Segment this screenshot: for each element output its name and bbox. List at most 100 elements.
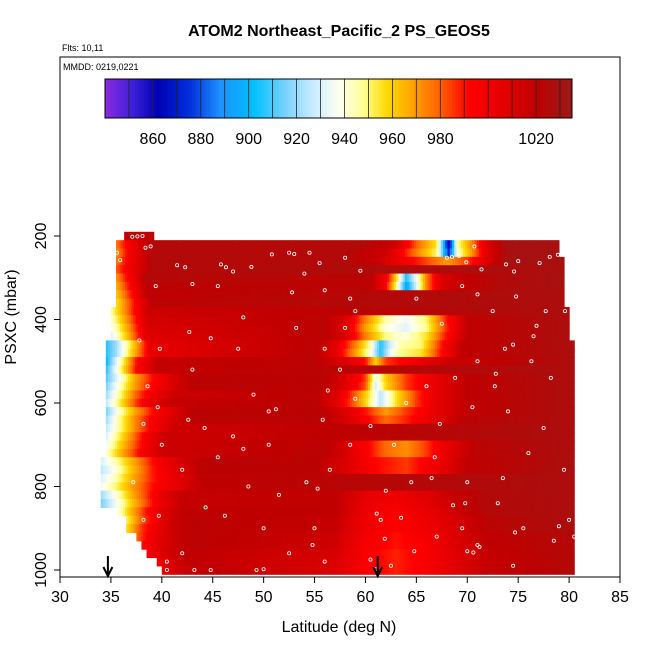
heatmap-cell <box>314 407 317 417</box>
heatmap-cell <box>343 323 347 333</box>
heatmap-cell <box>130 398 134 408</box>
heatmap-cell <box>468 415 472 425</box>
heatmap-cell <box>164 382 167 392</box>
heatmap-cell <box>110 432 114 442</box>
heatmap-cell <box>229 423 232 433</box>
heatmap-cell <box>206 373 210 383</box>
heatmap-cell <box>514 256 518 266</box>
heatmap-cell <box>198 273 202 283</box>
heatmap-cell <box>301 256 305 266</box>
heatmap-cell <box>490 273 493 283</box>
heatmap-cell <box>397 306 401 316</box>
heatmap-cell <box>204 390 208 400</box>
heatmap-cell <box>201 240 204 250</box>
heatmap-cell <box>424 315 428 325</box>
heatmap-cell <box>171 306 175 316</box>
heatmap-cell <box>220 423 223 433</box>
heatmap-cell <box>294 315 298 325</box>
heatmap-cell <box>287 323 291 333</box>
heatmap-cell <box>249 398 253 408</box>
heatmap-cell <box>245 281 249 291</box>
heatmap-cell <box>313 248 316 258</box>
heatmap-cell <box>184 348 188 358</box>
heatmap-cell <box>300 373 304 383</box>
heatmap-cell <box>423 340 427 350</box>
heatmap-cell <box>426 315 430 325</box>
heatmap-cell <box>146 407 149 417</box>
heatmap-cell <box>318 382 322 392</box>
heatmap-cell <box>513 348 517 358</box>
heatmap-cell <box>430 340 434 350</box>
heatmap-cell <box>347 373 351 383</box>
heatmap-cell <box>334 415 338 425</box>
heatmap-cell <box>112 390 116 400</box>
heatmap-cell <box>529 373 533 383</box>
heatmap-cell <box>186 382 190 392</box>
heatmap-cell <box>299 323 302 333</box>
heatmap-cell <box>441 415 445 425</box>
heatmap-cell <box>360 256 363 266</box>
heatmap-cell <box>410 340 414 350</box>
heatmap-cell <box>567 415 571 425</box>
heatmap-cell <box>337 281 341 291</box>
heatmap-cell <box>501 281 505 291</box>
heatmap-cell <box>537 256 540 266</box>
heatmap-cell <box>538 357 541 367</box>
heatmap-cell <box>260 398 264 408</box>
heatmap-cell <box>195 382 199 392</box>
heatmap-cell <box>252 256 256 266</box>
heatmap-cell <box>185 248 189 258</box>
heatmap-cell <box>372 382 376 392</box>
heatmap-cell <box>540 398 544 408</box>
heatmap-cell <box>162 315 166 325</box>
heatmap-cell <box>562 407 566 417</box>
heatmap-cell <box>538 423 541 433</box>
heatmap-cell <box>141 440 145 450</box>
heatmap-cell <box>154 240 157 250</box>
heatmap-cell <box>390 348 394 358</box>
heatmap-cell <box>493 398 497 408</box>
heatmap-cell <box>352 357 356 367</box>
heatmap-cell <box>233 365 237 375</box>
heatmap-cell <box>388 415 391 425</box>
heatmap-cell <box>252 281 256 291</box>
heatmap-cell <box>276 332 280 341</box>
heatmap-cell <box>408 340 412 350</box>
heatmap-cell <box>430 398 434 408</box>
heatmap-cell <box>476 323 479 333</box>
heatmap-cell <box>169 332 172 341</box>
heatmap-cell <box>511 398 515 408</box>
heatmap-cell <box>509 323 513 333</box>
heatmap-cell <box>180 281 184 291</box>
heatmap-cell <box>314 340 317 350</box>
heatmap-cell <box>243 298 247 308</box>
heatmap-cell <box>372 423 376 433</box>
heatmap-cell <box>508 273 511 283</box>
heatmap-cell <box>493 332 497 341</box>
heatmap-row-220 <box>116 240 560 250</box>
heatmap-cell <box>161 365 165 375</box>
heatmap-cell <box>335 273 339 283</box>
heatmap-cell <box>196 332 199 341</box>
heatmap-cell <box>411 281 415 291</box>
heatmap-cell <box>254 306 258 316</box>
heatmap-cell <box>469 281 473 291</box>
heatmap-cell <box>495 432 499 442</box>
heatmap-cell <box>535 365 539 375</box>
heatmap-cell <box>449 240 453 250</box>
heatmap-cell <box>384 240 388 250</box>
heatmap-cell <box>533 340 537 350</box>
heatmap-cell <box>290 248 294 258</box>
heatmap-cell <box>521 240 525 250</box>
heatmap-cell <box>169 256 173 266</box>
heatmap-cell <box>208 415 212 425</box>
heatmap-cell <box>374 348 378 358</box>
heatmap-cell <box>305 398 309 408</box>
heatmap-cell <box>384 256 388 266</box>
heatmap-cell <box>427 248 431 258</box>
heatmap-cell <box>495 398 499 408</box>
heatmap-cell <box>375 240 379 250</box>
heatmap-cell <box>396 273 399 283</box>
heatmap-cell <box>361 423 365 433</box>
heatmap-cell <box>260 365 264 375</box>
